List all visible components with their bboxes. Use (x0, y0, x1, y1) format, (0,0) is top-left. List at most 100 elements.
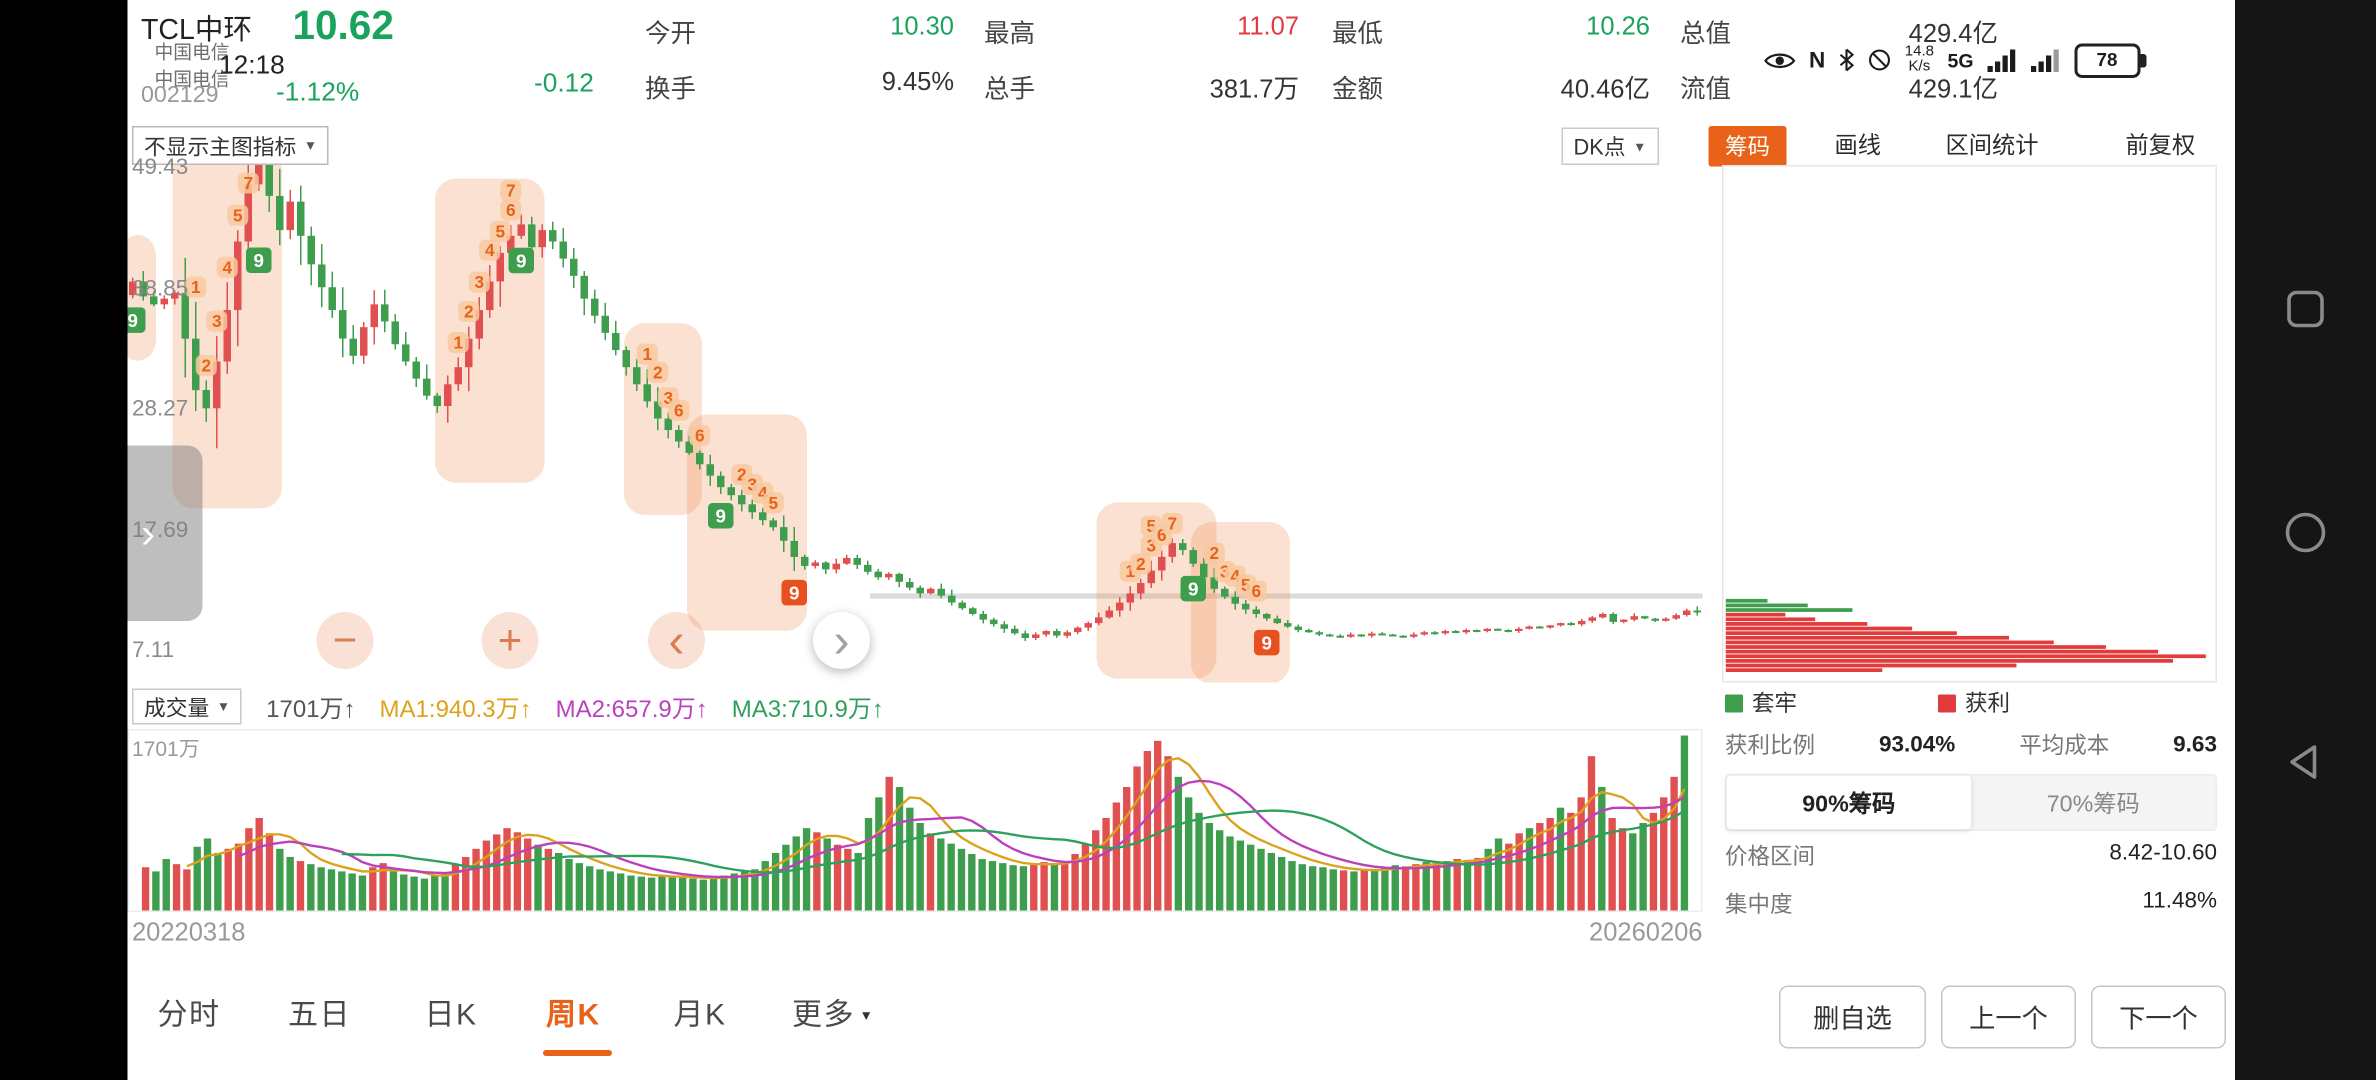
eye-icon (1764, 52, 1796, 68)
network-speed: 14.8 K/s (1904, 43, 1934, 75)
chip-stats-row: 获利比例 93.04% 平均成本 9.63 (1725, 729, 2217, 761)
chip-legend: 套牢 获利 (1725, 687, 2217, 720)
main-indicator-selector[interactable]: 不显示主图指标 ▼ (132, 126, 330, 165)
back-button[interactable] (2285, 741, 2327, 783)
caret-down-icon: ▼ (216, 699, 231, 714)
phone-muted-icon (1868, 49, 1890, 71)
svg-text:9: 9 (254, 250, 264, 271)
price-range-value: 8.42-10.60 (2109, 840, 2217, 866)
svg-text:3: 3 (1146, 536, 1156, 556)
tab-intraday[interactable]: 分时 (157, 999, 221, 1032)
adjustment-mode-button[interactable]: 前复权 (2125, 133, 2196, 160)
stat-value: 381.7万 (1209, 75, 1299, 104)
signal-bars-icon-2 (2030, 48, 2059, 72)
concentration-value: 11.48% (2142, 888, 2217, 914)
dk-point-button[interactable]: DK点 ▼ (1561, 127, 1659, 165)
stat-value: 10.30 (890, 12, 954, 41)
speed-value: 14.8 (1904, 43, 1934, 60)
profit-ratio-value: 93.04% (1878, 732, 1956, 758)
delete-watchlist-button[interactable]: 删自选 (1779, 985, 1926, 1049)
pan-left-button[interactable]: ‹ (648, 612, 705, 669)
pan-right-button[interactable]: › (813, 612, 870, 669)
trapped-color-swatch (1725, 693, 1743, 712)
svg-text:3: 3 (474, 272, 484, 292)
home-button[interactable] (2283, 510, 2328, 555)
bluetooth-icon (1839, 48, 1854, 72)
svg-text:6: 6 (506, 200, 516, 220)
concentration-label: 集中度 (1725, 892, 1793, 919)
volume-ma2-value: MA2:657.9万↑ (555, 697, 708, 724)
drawer-handle[interactable]: › (127, 445, 203, 621)
svg-text:6: 6 (1157, 525, 1167, 545)
left-notch-strip (0, 0, 128, 1080)
stat-value: 10.26 (1586, 12, 1650, 41)
stat-value: 429.1亿 (1908, 75, 1998, 104)
volume-chart[interactable] (127, 729, 1703, 912)
ghost-text-1: 中国电信 (154, 42, 230, 63)
svg-text:2: 2 (1136, 554, 1146, 574)
android-nav-bar (2235, 0, 2376, 1080)
volume-ma1-value: MA1:940.3万↑ (379, 697, 532, 724)
svg-text:7: 7 (506, 181, 516, 201)
status-bar-icons: N 14.8 K/s 5G 78 (1764, 35, 2146, 86)
avg-cost-value: 9.63 (2173, 732, 2217, 758)
tab-90-percent-chips[interactable]: 90%筹码 (1726, 775, 1971, 830)
speed-unit: K/s (1908, 58, 1931, 75)
stat-label: 最低 (1332, 19, 1383, 49)
zoom-in-button[interactable]: + (481, 612, 539, 669)
recent-apps-button[interactable] (2285, 288, 2327, 330)
stat-value: 429.4亿 (1908, 19, 1998, 49)
tab-monthly-k[interactable]: 月K (673, 999, 727, 1032)
svg-text:2: 2 (737, 465, 747, 485)
svg-text:9: 9 (716, 505, 726, 526)
chip-distribution-chart (1722, 165, 2217, 683)
avg-cost-label: 平均成本 (2019, 733, 2110, 760)
draw-line-button[interactable]: 画线 (1834, 133, 1882, 160)
volume-indicator-selector[interactable]: 成交量 ▼ (132, 688, 243, 725)
dk-point-label: DK点 (1573, 136, 1626, 161)
battery-percent: 78 (2096, 49, 2118, 71)
active-tab-underline (543, 1050, 612, 1056)
more-caret-icon: ▼ (859, 1008, 875, 1023)
volume-axis-max: 1701万 (132, 736, 200, 761)
svg-text:4: 4 (1230, 566, 1240, 586)
stat-label: 流值 (1680, 75, 1731, 104)
chart-end-date: 20260206 (1589, 918, 1703, 947)
stat-label: 换手 (645, 75, 696, 104)
battery-icon: 78 (2073, 42, 2146, 78)
svg-text:9: 9 (1262, 632, 1272, 653)
svg-text:3: 3 (1220, 562, 1230, 582)
tab-daily-k[interactable]: 日K (424, 999, 478, 1032)
next-stock-button[interactable]: 下一个 (2091, 985, 2226, 1049)
chart-start-date: 20220318 (132, 918, 246, 947)
nfc-icon: N (1809, 47, 1826, 73)
range-stats-button[interactable]: 区间统计 (1945, 133, 2039, 160)
svg-text:1: 1 (191, 277, 201, 297)
trapped-label: 套牢 (1752, 691, 1798, 718)
chip-distribution-button[interactable]: 筹码 (1708, 126, 1787, 167)
svg-text:6: 6 (1251, 581, 1261, 601)
main-indicator-label: 不显示主图指标 (144, 135, 297, 160)
stat-label: 最高 (984, 19, 1035, 49)
svg-text:9: 9 (516, 250, 526, 271)
svg-text:5: 5 (1241, 575, 1251, 595)
svg-text:9: 9 (128, 310, 138, 331)
chevron-right-icon: › (141, 509, 155, 556)
svg-text:3: 3 (747, 475, 757, 495)
zoom-out-button[interactable]: − (316, 612, 374, 669)
svg-text:5: 5 (1146, 516, 1156, 536)
tab-70-percent-chips[interactable]: 70%筹码 (2046, 792, 2140, 818)
previous-stock-button[interactable]: 上一个 (1941, 985, 2076, 1049)
svg-text:4: 4 (222, 257, 232, 277)
svg-text:4: 4 (485, 240, 495, 260)
stat-label: 今开 (645, 19, 696, 49)
tab-more[interactable]: 更多 ▼ (792, 999, 875, 1032)
tab-weekly-k[interactable]: 周K (546, 999, 601, 1032)
svg-text:4: 4 (758, 483, 768, 503)
tab-5day[interactable]: 五日 (288, 999, 351, 1032)
volume-selector-label: 成交量 (144, 696, 210, 721)
stat-value: 11.07 (1237, 12, 1299, 41)
svg-text:9: 9 (1188, 578, 1198, 599)
svg-text:3: 3 (212, 311, 222, 331)
